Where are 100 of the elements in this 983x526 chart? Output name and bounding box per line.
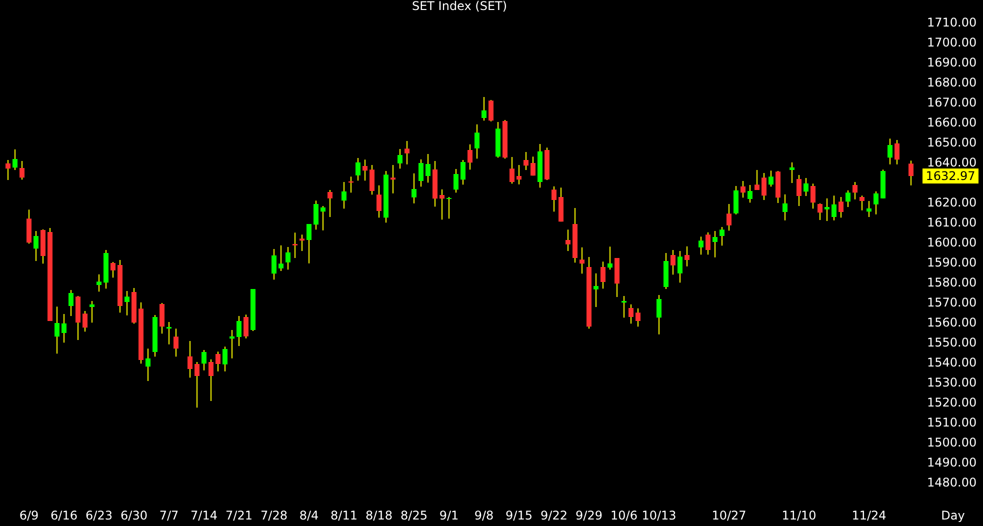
candlestick	[398, 148, 402, 170]
candlestick	[530, 156, 536, 176]
candlestick	[216, 351, 220, 372]
candlestick	[124, 290, 130, 316]
x-tick-label: 6/23	[86, 508, 112, 522]
candlestick	[846, 190, 850, 208]
candlestick	[342, 182, 346, 210]
candlestick	[306, 224, 312, 264]
candlestick	[860, 195, 864, 211]
candlestick	[888, 138, 892, 165]
candlestick	[362, 159, 368, 182]
candlestick	[706, 232, 710, 256]
candlestick	[580, 246, 584, 274]
candlestick	[328, 190, 332, 218]
y-tick-label: 1570.00	[927, 296, 977, 310]
y-tick-label: 1560.00	[927, 316, 977, 330]
candlestick	[370, 164, 374, 196]
candlestick	[734, 186, 738, 215]
y-tick-label: 1700.00	[927, 36, 977, 50]
candlestick	[656, 294, 662, 335]
x-tick-label: 7/14	[190, 508, 218, 522]
candlestick	[524, 152, 528, 170]
x-tick-label: 9/8	[474, 508, 494, 522]
candlestick	[838, 196, 844, 218]
candlestick	[314, 200, 318, 230]
candlestick	[222, 346, 228, 372]
candlestick	[454, 168, 458, 194]
candlestick	[810, 183, 816, 210]
candlestick	[762, 172, 766, 200]
candlestick	[782, 194, 788, 221]
candlestick	[20, 160, 24, 180]
y-tick-label: 1530.00	[927, 376, 977, 390]
x-tick-label: 8/25	[400, 508, 428, 522]
x-tick-label: 11/10	[782, 508, 816, 522]
candlestick	[418, 158, 424, 188]
y-tick-label: 1590.00	[927, 256, 977, 270]
y-tick-label: 1520.00	[927, 396, 977, 410]
y-tick-label: 1650.00	[927, 136, 977, 150]
candlestick	[286, 246, 290, 270]
x-tick-label: 10/27	[712, 508, 746, 522]
candlestick	[208, 358, 214, 402]
candlestick	[356, 158, 360, 182]
candlestick	[460, 160, 466, 186]
y-tick-label: 1640.00	[927, 156, 977, 170]
x-tick-label: 11/24	[852, 508, 886, 522]
y-tick-label: 1490.00	[927, 456, 977, 470]
candlestick	[188, 340, 192, 378]
chart-title: SET Index (SET)	[412, 0, 508, 13]
candlestick	[824, 198, 830, 222]
candlestick	[404, 140, 410, 165]
candlestick	[390, 164, 396, 194]
candlestick	[516, 164, 522, 185]
candlestick	[712, 230, 718, 258]
candlestick	[670, 250, 676, 276]
candlestick	[272, 248, 276, 280]
candlestick	[160, 302, 164, 334]
y-tick-label: 1510.00	[927, 416, 977, 430]
candlestick	[510, 156, 514, 184]
candlestick	[320, 206, 326, 231]
x-tick-label: 7/7	[159, 508, 179, 522]
candlestick	[278, 244, 284, 272]
candlestick	[852, 182, 858, 200]
candlestick	[566, 229, 570, 252]
candlestick	[866, 200, 872, 218]
y-tick-label: 1710.00	[927, 16, 977, 30]
candlestick	[6, 160, 10, 180]
candlestick	[894, 140, 900, 165]
candlestick	[474, 124, 480, 160]
candlestick	[698, 236, 704, 256]
y-tick-label: 1500.00	[927, 436, 977, 450]
candlestick	[68, 290, 74, 316]
candlestick	[468, 144, 472, 170]
candlestick	[54, 306, 60, 354]
candlestick	[720, 226, 724, 246]
candlestick	[412, 172, 416, 204]
candlestick	[230, 330, 234, 359]
candlestick	[34, 230, 38, 262]
y-tick-label: 1580.00	[927, 276, 977, 290]
candlestick	[440, 188, 444, 220]
candlestick	[636, 308, 640, 328]
candlestick	[552, 186, 556, 212]
candlestick	[790, 162, 794, 184]
x-tick-label: 9/15	[506, 508, 532, 522]
candlestick	[82, 310, 88, 332]
candlestick	[594, 272, 598, 308]
y-tick-label: 1690.00	[927, 56, 977, 70]
candlestick	[908, 160, 914, 186]
y-tick-label: 1680.00	[927, 76, 977, 90]
candlestick	[678, 250, 682, 284]
y-tick-label: 1610.00	[927, 216, 977, 230]
x-tick-label: 10/13	[642, 508, 676, 522]
candlestick	[194, 362, 200, 408]
candlestick	[600, 261, 606, 290]
candlestick	[818, 202, 822, 220]
text: 1632.97	[926, 169, 976, 184]
candlestick	[110, 262, 116, 278]
candlestick	[488, 100, 494, 122]
candlestick	[26, 209, 32, 244]
candlestick	[628, 304, 634, 324]
candlestick	[292, 232, 298, 258]
